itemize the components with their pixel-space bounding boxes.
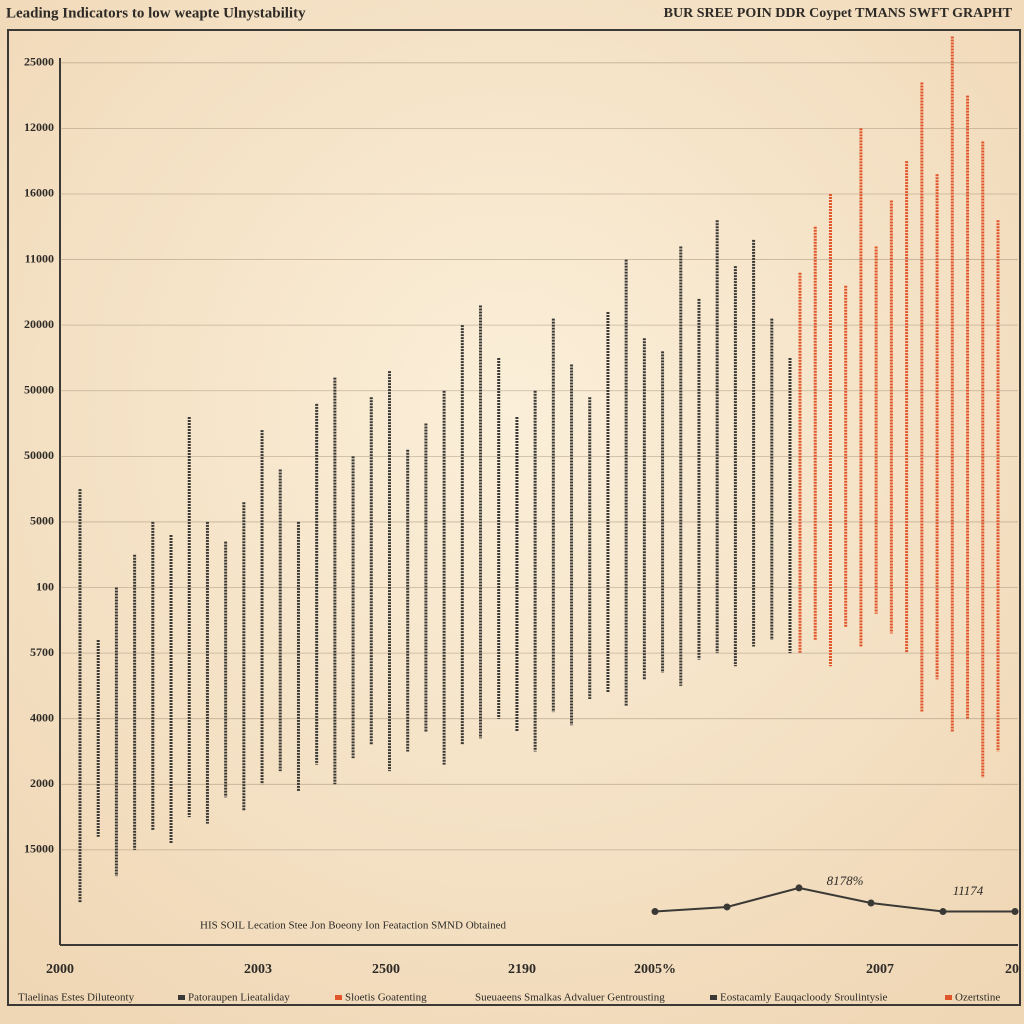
legend-swatch bbox=[945, 995, 952, 1000]
y-tick-label: 4000 bbox=[30, 710, 54, 724]
legend-label: Sloetis Goatenting bbox=[345, 992, 427, 1004]
y-tick-label: 5700 bbox=[30, 645, 54, 659]
legend-label: Tlaelinas Estes Diluteonty bbox=[18, 992, 135, 1004]
x-tick-label: 2190 bbox=[508, 962, 536, 977]
legend-swatch bbox=[710, 995, 717, 1000]
x-tick-label: 2005% bbox=[634, 962, 676, 977]
y-tick-label: 25000 bbox=[24, 55, 54, 69]
y-tick-label: 15000 bbox=[24, 842, 54, 856]
frame bbox=[7, 29, 1021, 1006]
y-tick-label: 12000 bbox=[24, 120, 54, 134]
x-tick-label: 20 bbox=[1005, 962, 1019, 977]
y-tick-label: 2000 bbox=[30, 776, 54, 790]
trend-point bbox=[867, 899, 875, 907]
trend-line bbox=[654, 886, 1015, 913]
y-tick-label: 5000 bbox=[30, 514, 54, 528]
annotation: 8178% bbox=[827, 873, 864, 888]
legend-label: Sueuaeens Smalkas Advaluer Gentrousting bbox=[475, 992, 665, 1004]
chart-subtitle: BUR SREE POIN DDR Coypet TMANS SWFT GRAP… bbox=[664, 6, 1013, 21]
x-tick-label: 2500 bbox=[372, 962, 400, 977]
legend-label: Patoraupen Lieataliday bbox=[188, 992, 290, 1004]
trend-point bbox=[939, 908, 947, 916]
trend-point bbox=[795, 884, 803, 892]
trend-point bbox=[723, 903, 731, 911]
legend-label: Eostacamly Eauqacloody Sroulintysie bbox=[720, 992, 888, 1004]
y-tick-label: 100 bbox=[36, 579, 54, 593]
x-tick-label: 2007 bbox=[866, 962, 894, 977]
trend-point bbox=[1011, 908, 1019, 916]
y-tick-label: 16000 bbox=[24, 186, 54, 200]
y-tick-label: 50000 bbox=[24, 448, 54, 462]
legend-swatch bbox=[335, 995, 342, 1000]
annotation: 11174 bbox=[953, 883, 984, 898]
y-tick-label: 50000 bbox=[24, 383, 54, 397]
y-tick-label: 11000 bbox=[25, 251, 54, 265]
trend-point bbox=[651, 908, 659, 916]
y-tick-label: 20000 bbox=[24, 317, 54, 331]
x-tick-label: 2003 bbox=[244, 962, 272, 977]
legend-label: Ozertstine bbox=[955, 992, 1000, 1004]
footnote: HIS SOIL Lecation Stee Jon Boeony Ion Fe… bbox=[200, 920, 507, 932]
chart-title: Leading Indicators to low weapte Ulnysta… bbox=[6, 5, 306, 21]
x-tick-label: 2000 bbox=[46, 962, 74, 977]
legend-swatch bbox=[178, 995, 185, 1000]
